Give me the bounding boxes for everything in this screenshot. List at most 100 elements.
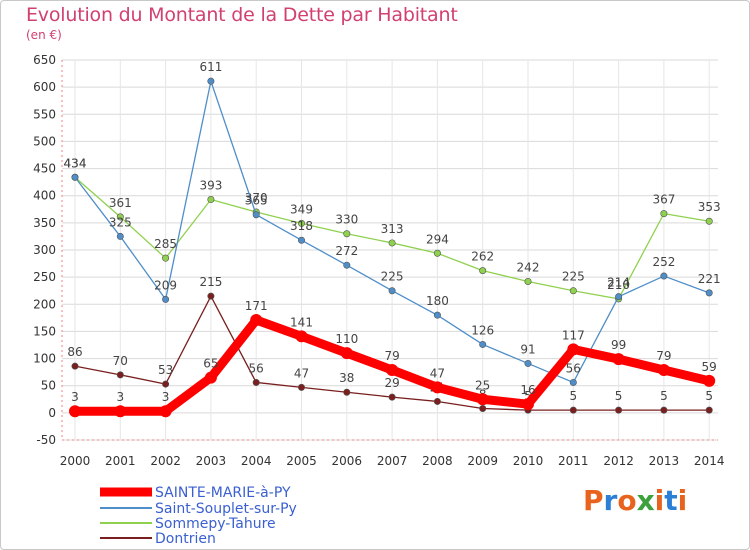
data-label: 3 xyxy=(116,390,124,404)
data-label: 365 xyxy=(245,194,268,208)
data-point xyxy=(388,239,396,247)
logo-letter: r xyxy=(603,484,618,517)
data-label: 252 xyxy=(652,255,675,269)
y-tick-label: -50 xyxy=(36,433,56,447)
y-tick-label: 600 xyxy=(33,80,56,94)
data-point xyxy=(660,272,668,280)
data-point xyxy=(116,213,124,221)
data-point xyxy=(295,330,308,343)
data-label: 262 xyxy=(471,250,494,264)
data-label: 3 xyxy=(71,390,79,404)
logo-letter: o xyxy=(617,484,637,517)
data-point xyxy=(250,314,263,327)
legend-label: Dontrien xyxy=(155,531,216,547)
data-label: 353 xyxy=(698,200,721,214)
x-tick-label: 2004 xyxy=(241,454,272,468)
data-label: 370 xyxy=(245,191,268,205)
data-point xyxy=(297,236,305,244)
data-label: 215 xyxy=(199,275,222,289)
data-point xyxy=(660,406,668,414)
data-label: 79 xyxy=(384,349,399,363)
data-label: 318 xyxy=(290,219,313,233)
x-tick-label: 2007 xyxy=(377,454,408,468)
data-label: 3 xyxy=(162,390,170,404)
y-tick-label: 350 xyxy=(33,216,56,230)
x-tick-label: 2014 xyxy=(694,454,725,468)
data-label: 5 xyxy=(660,389,668,403)
data-point xyxy=(705,406,713,414)
data-point xyxy=(479,405,487,413)
data-label: 242 xyxy=(517,260,540,274)
data-point xyxy=(433,397,441,405)
data-point xyxy=(705,289,713,297)
y-tick-label: 650 xyxy=(33,53,56,67)
data-point xyxy=(71,173,79,181)
data-label: 434 xyxy=(64,156,87,170)
data-label: 56 xyxy=(566,361,581,375)
data-point xyxy=(657,363,670,376)
x-tick-label: 2009 xyxy=(467,454,498,468)
x-tick-label: 2002 xyxy=(150,454,181,468)
y-tick-label: 150 xyxy=(33,324,56,338)
x-tick-label: 2010 xyxy=(513,454,544,468)
data-label: 330 xyxy=(335,213,358,227)
data-label: 56 xyxy=(249,361,264,375)
data-label: 313 xyxy=(381,222,404,236)
data-label: 38 xyxy=(339,371,354,385)
data-point xyxy=(703,374,716,387)
data-point xyxy=(297,383,305,391)
data-label: 214 xyxy=(607,276,630,290)
x-tick-label: 2008 xyxy=(422,454,453,468)
data-point xyxy=(569,406,577,414)
y-tick-label: 100 xyxy=(33,352,56,366)
data-point xyxy=(207,196,215,204)
data-point xyxy=(162,254,170,262)
data-point xyxy=(476,393,489,406)
data-label: 59 xyxy=(702,360,717,374)
data-label: 47 xyxy=(430,366,445,380)
data-label: 79 xyxy=(656,349,671,363)
data-point xyxy=(207,292,215,300)
data-point xyxy=(433,249,441,257)
data-point xyxy=(524,359,532,367)
data-label: 141 xyxy=(290,315,313,329)
data-label: 349 xyxy=(290,202,313,216)
data-label: 29 xyxy=(384,376,399,390)
data-point xyxy=(615,406,623,414)
data-point xyxy=(388,287,396,295)
data-label: 611 xyxy=(199,60,222,74)
y-tick-label: 250 xyxy=(33,270,56,284)
data-label: 16 xyxy=(520,383,535,397)
data-point xyxy=(162,380,170,388)
data-label: 434 xyxy=(64,156,87,170)
data-label: 325 xyxy=(109,215,132,229)
data-point xyxy=(522,398,534,411)
data-label: 53 xyxy=(158,363,173,377)
y-tick-label: 400 xyxy=(33,189,56,203)
data-point xyxy=(116,232,124,240)
data-label: 99 xyxy=(611,338,626,352)
data-point xyxy=(114,405,127,418)
data-label: 225 xyxy=(562,270,585,284)
data-point xyxy=(660,210,668,218)
data-point xyxy=(433,311,441,319)
unit-label: (en €) xyxy=(26,28,62,42)
data-label: 367 xyxy=(652,193,675,207)
logo-letter: t xyxy=(664,484,678,517)
logo-letter: x xyxy=(636,484,655,517)
x-tick-label: 2011 xyxy=(558,454,589,468)
data-point xyxy=(569,378,577,386)
legend-label: Sommepy-Tahure xyxy=(155,516,276,532)
data-label: 294 xyxy=(426,232,449,246)
data-label: 221 xyxy=(698,272,721,286)
data-point xyxy=(340,347,353,360)
data-label: 70 xyxy=(113,354,128,368)
data-point xyxy=(569,287,577,295)
data-point xyxy=(612,353,625,366)
data-point xyxy=(162,295,170,303)
data-label: 393 xyxy=(199,179,222,193)
data-point xyxy=(343,230,351,238)
x-tick-label: 2005 xyxy=(286,454,317,468)
data-label: 180 xyxy=(426,294,449,308)
